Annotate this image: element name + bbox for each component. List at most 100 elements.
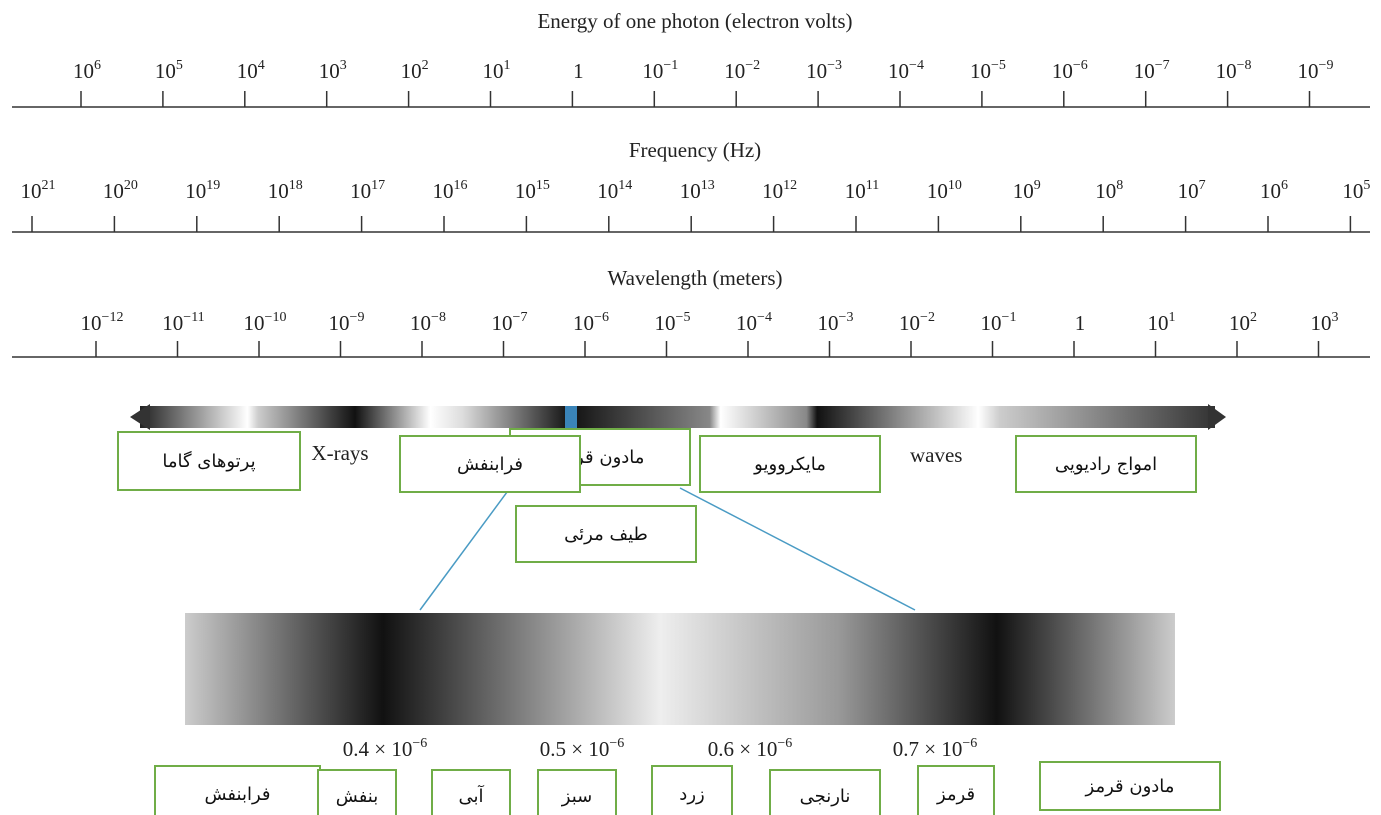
tick-base: 10 — [185, 179, 206, 203]
tick-base: 10 — [244, 311, 265, 335]
tick-label: 10−6 — [1052, 58, 1088, 83]
tick-base: 10 — [492, 311, 513, 335]
tick-base: 10 — [1311, 311, 1332, 335]
tick-label: 10−5 — [970, 58, 1006, 83]
visible-bar — [185, 613, 1175, 725]
tick-base: 10 — [1298, 59, 1319, 83]
tick-exponent: 14 — [618, 178, 632, 193]
tick-label: 103 — [319, 58, 347, 83]
tick-label: 1015 — [515, 178, 550, 203]
tick-label: 1014 — [597, 178, 632, 203]
tick-exponent: −12 — [102, 310, 124, 325]
tick-base: 10 — [237, 59, 258, 83]
tick-base: 1 — [573, 59, 584, 83]
box-label: فرابنفش — [457, 454, 523, 475]
tick-exponent: 2 — [1250, 310, 1257, 325]
tick-exponent: 3 — [340, 58, 347, 73]
tick-label: 1019 — [185, 178, 220, 203]
tick-base: 10 — [845, 179, 866, 203]
tick-base: 10 — [1013, 179, 1034, 203]
tick-exponent: −4 — [757, 310, 772, 325]
spectrum-label: X-rays — [311, 441, 368, 465]
tick-base: 10 — [1342, 179, 1363, 203]
tick-exponent: −6 — [609, 736, 624, 751]
tick-exponent: 4 — [258, 58, 265, 73]
tick-base: 10 — [483, 59, 504, 83]
tick-base: 10 — [818, 311, 839, 335]
tick-label: 10−4 — [736, 310, 772, 335]
tick-exponent: 18 — [289, 178, 303, 193]
tick-label: 10−3 — [818, 310, 854, 335]
tick-base: 10 — [1052, 59, 1073, 83]
tick-exponent: 19 — [206, 178, 220, 193]
tick-label: 10−3 — [806, 58, 842, 83]
tick-label: 10−4 — [888, 58, 924, 83]
tick-label: 1017 — [350, 178, 385, 203]
tick-exponent: −6 — [777, 736, 792, 751]
tick-exponent: −5 — [991, 58, 1006, 73]
tick-exponent: −6 — [594, 310, 609, 325]
tick-base: 10 — [680, 179, 701, 203]
tick-exponent: −9 — [350, 310, 365, 325]
tick-base: 10 — [410, 311, 431, 335]
box-label: مادون قرمز — [1085, 776, 1175, 797]
tick-base: 0.4 × 10 — [343, 737, 413, 761]
tick-label: 1016 — [433, 178, 468, 203]
tick-label: 1020 — [103, 178, 138, 203]
tick-base: 0.5 × 10 — [540, 737, 610, 761]
tick-exponent: 10 — [948, 178, 962, 193]
tick-base: 0.6 × 10 — [708, 737, 778, 761]
tick-base: 10 — [103, 179, 124, 203]
tick-exponent: 6 — [94, 58, 101, 73]
tick-base: 10 — [1216, 59, 1237, 83]
tick-exponent: 11 — [866, 178, 879, 193]
tick-exponent: 6 — [1281, 178, 1288, 193]
arrow-head — [1208, 404, 1226, 430]
tick-exponent: 7 — [1199, 178, 1206, 193]
box-label: فرابنفش — [204, 784, 270, 805]
tick-base: 10 — [1260, 179, 1281, 203]
tick-exponent: 5 — [176, 58, 183, 73]
box-label: زرد — [679, 784, 704, 805]
tick-label: 10−6 — [573, 310, 609, 335]
tick-exponent: −11 — [183, 310, 204, 325]
tick-exponent: 1 — [1169, 310, 1176, 325]
tick-label: 0.6 × 10−6 — [708, 736, 793, 761]
tick-base: 10 — [655, 311, 676, 335]
tick-label: 10−11 — [162, 310, 204, 335]
tick-exponent: 15 — [536, 178, 550, 193]
tick-base: 1 — [1075, 311, 1086, 335]
tick-base: 10 — [319, 59, 340, 83]
tick-base: 10 — [433, 179, 454, 203]
zoom-line — [680, 488, 915, 610]
tick-base: 10 — [1095, 179, 1116, 203]
tick-label: 109 — [1013, 178, 1041, 203]
tick-label: 1011 — [845, 178, 879, 203]
tick-exponent: 2 — [422, 58, 429, 73]
visible-marker — [565, 406, 577, 428]
tick-base: 10 — [888, 59, 909, 83]
tick-exponent: −7 — [513, 310, 528, 325]
tick-base: 10 — [597, 179, 618, 203]
tick-label: 10−2 — [724, 58, 760, 83]
box-label: بنفش — [336, 786, 379, 807]
box-label: آبی — [458, 784, 484, 807]
tick-label: 10−2 — [899, 310, 935, 335]
tick-exponent: 16 — [454, 178, 468, 193]
tick-exponent: 8 — [1116, 178, 1123, 193]
tick-base: 10 — [21, 179, 42, 203]
tick-label: 102 — [1229, 310, 1257, 335]
tick-exponent: 12 — [783, 178, 797, 193]
tick-label: 1021 — [21, 178, 56, 203]
tick-exponent: −3 — [839, 310, 854, 325]
box-label: قرمز — [936, 784, 975, 805]
tick-label: 1012 — [762, 178, 797, 203]
tick-base: 10 — [329, 311, 350, 335]
tick-label: 10−12 — [81, 310, 124, 335]
tick-base: 10 — [1229, 311, 1250, 335]
tick-base: 10 — [268, 179, 289, 203]
tick-exponent: 13 — [701, 178, 715, 193]
tick-base: 10 — [981, 311, 1002, 335]
tick-base: 10 — [73, 59, 94, 83]
tick-base: 10 — [155, 59, 176, 83]
